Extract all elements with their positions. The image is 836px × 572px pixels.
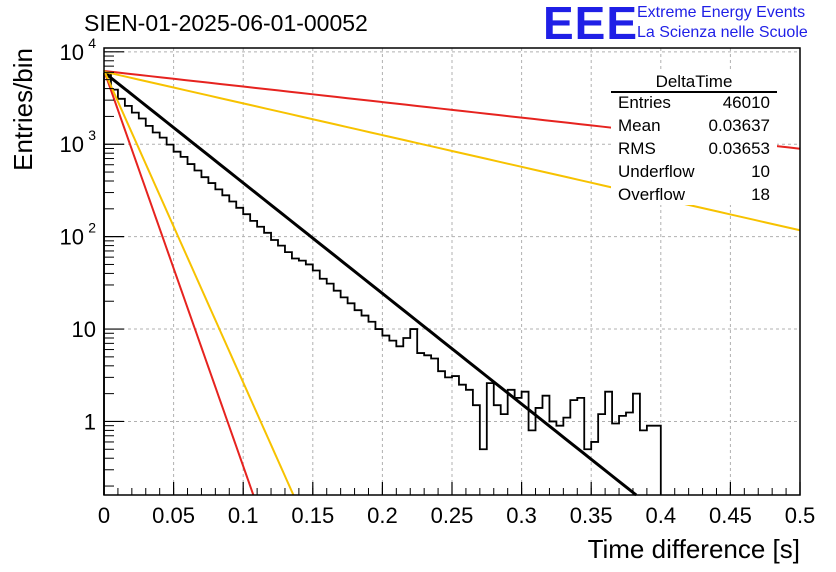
y-tick-label: 1	[84, 409, 96, 434]
x-tick-label: 0.3	[506, 503, 537, 528]
stats-label: Mean	[618, 116, 661, 135]
x-axis-label: Time difference [s]	[588, 534, 800, 564]
curve-fit	[103, 71, 638, 497]
stats-value: 10	[751, 162, 770, 181]
y-tick-exponent: 2	[88, 220, 96, 236]
x-tick-label: 0.25	[431, 503, 474, 528]
stats-label: Overflow	[618, 185, 686, 204]
stats-value: 0.03637	[708, 116, 770, 135]
stats-row-overflow: Overflow 18	[618, 185, 770, 208]
x-tick-label: 0.2	[367, 503, 398, 528]
axis-ticks: 0 0.05 0.1 0.15 0.2 0.25 0.3 0.35 0.4 0.45 0.5 1 10 1…	[60, 35, 816, 528]
x-tick-label: 0.05	[152, 503, 195, 528]
x-tick-label: 0.4	[646, 503, 677, 528]
chart-title: SIEN-01-2025-06-01-00052	[84, 10, 368, 36]
curve-red-fast	[103, 70, 255, 496]
stats-row-underflow: Underflow 10	[618, 162, 770, 185]
x-tick-label: 0.1	[228, 503, 259, 528]
stats-label: Entries	[618, 93, 671, 112]
y-tick-label: 10	[60, 132, 84, 157]
x-tick-label: 0.45	[709, 503, 752, 528]
histogram-outline	[103, 72, 662, 495]
x-tick-label: 0.15	[291, 503, 334, 528]
x-tick-label: 0	[98, 503, 110, 528]
y-tick-label: 10	[60, 40, 84, 65]
eee-logo-mark: EEE	[543, 0, 639, 49]
curve-yellow-fast	[103, 69, 295, 496]
stats-value: 0.03653	[708, 139, 770, 158]
histogram	[103, 72, 662, 495]
y-tick-label: 10	[60, 225, 84, 250]
stats-row-entries: Entries 46010	[618, 93, 770, 116]
stats-box: DeltaTime Entries 46010 Mean 0.03637 RMS…	[611, 72, 777, 205]
stats-value: 18	[751, 185, 770, 204]
y-tick-label: 10	[72, 317, 96, 342]
x-tick-label: 0.35	[570, 503, 613, 528]
y-tick-exponent: 3	[88, 127, 96, 143]
stats-label: RMS	[618, 139, 656, 158]
stats-row-mean: Mean 0.03637	[618, 116, 770, 139]
stats-title: DeltaTime	[655, 72, 733, 91]
stats-label: Underflow	[618, 162, 695, 181]
y-axis-label: Entries/bin	[8, 48, 38, 171]
stats-value: 46010	[722, 93, 770, 112]
y-tick-exponent: 4	[88, 35, 96, 51]
x-tick-label: 0.5	[785, 503, 816, 528]
stats-row-rms: RMS 0.03653	[618, 139, 770, 162]
stats-divider	[611, 91, 777, 93]
logo-line-2: La Scienza nelle Scuole	[637, 24, 808, 41]
logo-line-1: Extreme Energy Events	[637, 4, 806, 21]
